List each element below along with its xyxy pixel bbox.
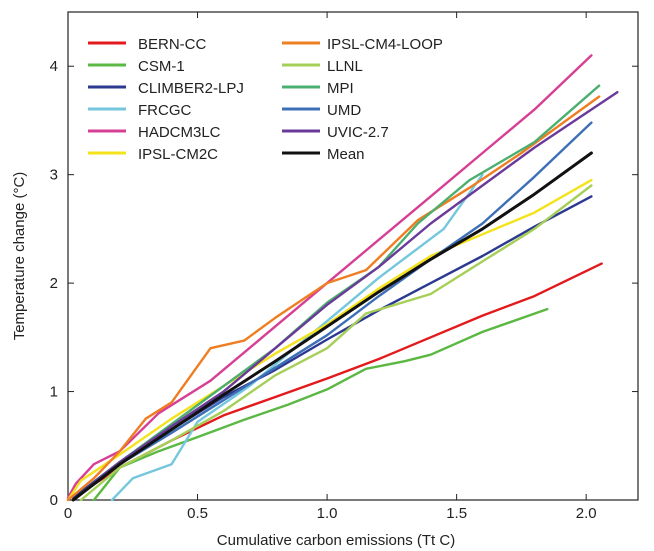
legend-label: Mean [327,146,365,163]
y-tick-label: 2 [50,275,58,292]
x-tick-label: 2.0 [576,505,597,522]
y-tick-label: 1 [50,384,58,401]
legend-label: BERN-CC [138,36,207,53]
y-tick-label: 0 [50,492,58,509]
series-line-ipsl-cm2c [66,178,593,502]
legend-label: FRCGC [138,102,191,119]
series-line-ipsl-cm4-loop [66,95,601,502]
x-axis-label: Cumulative carbon emissions (Tt C) [217,532,455,549]
plot-frame [67,11,639,501]
series-line-mean [71,151,593,502]
series-line-uvic-2-7 [72,91,619,502]
x-tick-label: 0.5 [187,505,208,522]
legend-label: CSM-1 [138,58,185,75]
legend-label: LLNL [327,58,363,75]
y-tick-label: 3 [50,167,58,184]
x-tick-label: 0 [64,505,72,522]
legend-label: UMD [327,102,361,119]
series-line-frcgc [110,173,484,502]
legend-label: HADCM3LC [138,124,221,141]
legend-label: MPI [327,80,354,97]
legend-label: IPSL-CM2C [138,146,218,163]
x-tick-label: 1.5 [446,505,467,522]
y-tick-label: 4 [50,58,58,75]
legend-label: UVIC-2.7 [327,124,389,141]
x-tick-label: 1.0 [317,505,338,522]
series-line-bern-cc [72,262,603,499]
series-line-llnl [79,184,593,502]
legend-label: IPSL-CM4-LOOP [327,36,443,53]
series-line-mpi [72,84,601,502]
plot-lines [66,54,619,502]
legend: BERN-CC CSM-1 CLIMBER2-LPJ FRCGC HADCM3LC IPS… [88,36,443,163]
series-line-umd [72,121,593,502]
legend-label: CLIMBER2-LPJ [138,80,244,97]
y-axis-label: Temperature change (°C) [11,172,28,341]
series-line-hadcm3lc [66,54,593,499]
plot-axes: 0 0.5 1.0 1.5 2.0 0 1 2 3 4 [50,11,639,522]
series-line-csm-1 [92,307,549,502]
